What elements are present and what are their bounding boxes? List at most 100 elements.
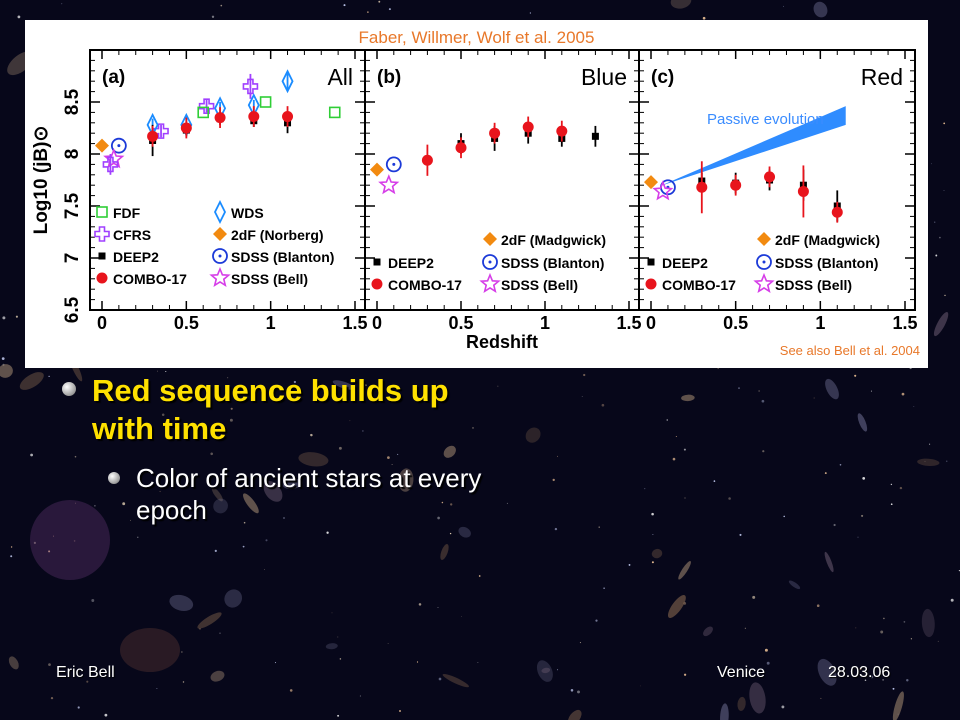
y-tick-label: 7.5 <box>62 192 83 219</box>
star <box>15 315 18 318</box>
star <box>683 673 687 676</box>
galaxy <box>398 468 414 492</box>
y-tick-label: 6.5 <box>62 296 83 323</box>
star <box>48 550 51 553</box>
luminosity-density-figure: Log10 (jB)⊙ 6.5 7 7.5 8 8.5 Redshift 0 0.5 1 1.5 (a… <box>31 49 918 352</box>
star <box>943 190 945 191</box>
figure-credit: Faber, Willmer, Wolf et al. 2005 <box>358 28 595 47</box>
star <box>864 679 867 682</box>
legend-label: SDSS (Blanton) <box>775 255 878 271</box>
star <box>783 5 784 7</box>
galaxy <box>813 1 828 18</box>
star <box>159 490 161 493</box>
star <box>554 527 558 531</box>
star <box>331 612 333 614</box>
bullet-sub-text: Color of ancient stars at every epoch <box>136 463 482 525</box>
star <box>758 390 760 392</box>
fdf-square <box>96 206 108 218</box>
star <box>824 472 827 475</box>
star <box>899 486 903 490</box>
star <box>890 483 893 486</box>
galaxy <box>19 372 44 390</box>
star <box>2 316 6 320</box>
fdf-square <box>197 106 209 119</box>
star <box>672 457 676 461</box>
star <box>437 516 440 520</box>
star <box>181 651 183 653</box>
star <box>628 563 631 566</box>
x-tick-label: 0.5 <box>448 313 473 333</box>
cfrs-marker <box>198 98 215 114</box>
star <box>416 661 419 663</box>
blanton-dot <box>392 162 396 166</box>
star <box>570 689 574 692</box>
star <box>713 480 716 482</box>
star <box>906 678 909 682</box>
blanton-ring <box>385 156 402 173</box>
legend-label: DEEP2 <box>662 255 708 271</box>
series-combo-17 <box>696 161 843 223</box>
star <box>883 617 885 620</box>
wds-marker <box>281 69 294 94</box>
deep2-marker <box>591 132 599 140</box>
star <box>675 436 677 437</box>
combo17-marker <box>180 122 192 134</box>
panel-label: (c) <box>651 67 674 88</box>
star <box>337 636 339 638</box>
star <box>478 575 481 577</box>
see-also-credit: See also Bell et al. 2004 <box>779 343 920 358</box>
star <box>438 677 442 681</box>
x-tick-label: 0.5 <box>723 313 748 333</box>
star <box>397 453 399 455</box>
series-combo-17 <box>421 116 568 176</box>
combo17-marker <box>421 154 433 166</box>
combo17-marker <box>645 278 657 290</box>
star <box>73 540 76 542</box>
star <box>854 374 857 377</box>
star <box>728 497 731 500</box>
star <box>230 407 233 410</box>
combo17-marker <box>371 278 383 290</box>
star <box>220 4 223 7</box>
star <box>946 460 948 462</box>
star <box>359 695 361 697</box>
deep2-marker <box>98 252 106 260</box>
sdss-bell-marker <box>753 272 775 294</box>
star <box>441 501 444 504</box>
star <box>937 640 939 642</box>
star <box>761 399 765 403</box>
star <box>122 502 126 506</box>
star <box>338 446 342 450</box>
star <box>199 628 201 630</box>
galaxy <box>243 493 259 514</box>
combo17-marker <box>764 171 776 183</box>
star <box>264 568 266 570</box>
star <box>939 236 941 239</box>
sdss-blanton-marker <box>385 156 402 173</box>
star <box>552 478 555 482</box>
legend-label: DEEP2 <box>388 255 434 271</box>
star <box>399 710 401 712</box>
star <box>53 535 54 537</box>
star <box>870 390 872 392</box>
cfrs-cross <box>102 156 119 173</box>
galaxy <box>169 594 194 611</box>
star <box>913 406 915 408</box>
star <box>717 368 719 370</box>
fdf-marker <box>259 96 272 108</box>
combo17-marker <box>696 181 708 193</box>
legend-label: COMBO-17 <box>113 271 187 287</box>
figure-panel: Log10 (jB)⊙ 6.5 7 7.5 8 8.5 Redshift 0 0.5 1 1.5 (a… <box>25 20 928 368</box>
star <box>339 658 342 660</box>
panel-title: Red <box>861 64 903 90</box>
star <box>211 15 215 18</box>
cfrs-cross <box>94 226 110 242</box>
combo17-marker <box>214 112 226 124</box>
star <box>130 519 131 521</box>
combo17-marker <box>522 121 534 133</box>
star <box>935 254 938 257</box>
blanton-dot <box>117 144 121 148</box>
sdss-blanton-marker <box>482 254 498 270</box>
star <box>136 398 137 400</box>
star <box>86 680 89 683</box>
